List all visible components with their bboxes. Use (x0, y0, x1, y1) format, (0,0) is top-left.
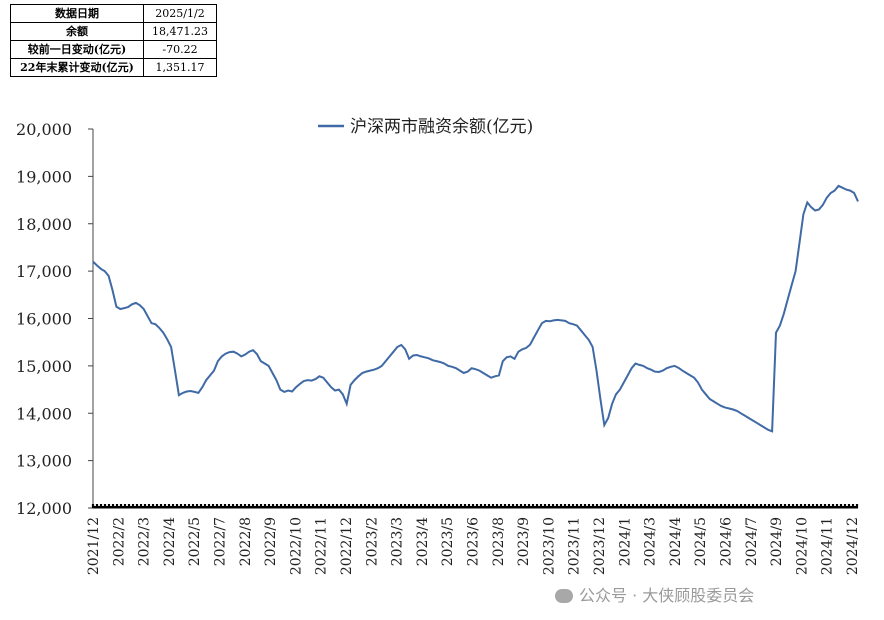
x-tick-label: 2024/3 (643, 517, 659, 566)
info-table: 数据日期 2025/1/2 余额 18,471.23 较前一日变动(亿元) -70.22 2… (10, 4, 217, 77)
y-tick-label: 12,000 (16, 499, 72, 518)
x-tick-label: 2024/12 (845, 517, 861, 575)
x-tick-label: 2023/11 (567, 517, 583, 575)
x-tick-label: 2022/5 (187, 517, 203, 566)
y-tick-label: 18,000 (16, 215, 72, 234)
info-label: 较前一日变动(亿元) (10, 40, 144, 59)
y-tick-label: 17,000 (16, 262, 72, 281)
series-line (92, 184, 859, 433)
legend: 沪深两市融资余额(亿元) (318, 117, 533, 137)
x-tick-label: 2022/9 (263, 517, 279, 566)
x-tick-label: 2024/11 (820, 517, 836, 575)
x-tick-label: 2024/6 (719, 517, 735, 566)
x-tick-label: 2024/9 (769, 517, 785, 566)
y-tick-label: 16,000 (16, 310, 72, 329)
x-tick-label: 2023/6 (466, 517, 482, 566)
y-axis: 12,000 13,000 14,000 15,000 16,000 17,000 18,0… (16, 120, 94, 518)
y-tick-label: 14,000 (16, 404, 72, 423)
x-tick-label: 2023/9 (516, 517, 532, 566)
y-tick-label: 13,000 (16, 452, 72, 471)
wechat-icon (555, 589, 573, 603)
x-tick-label: 2023/5 (440, 517, 456, 566)
info-row: 22年末累计变动(亿元) 1,351.17 (10, 58, 217, 77)
x-tick-label: 2022/3 (137, 517, 153, 566)
x-tick-label: 2022/4 (162, 517, 178, 566)
watermark: 公众号 · 大侠顾股委员会 (555, 582, 754, 606)
x-tick-label: 2023/10 (541, 517, 557, 575)
x-tick-label: 2024/4 (668, 517, 684, 566)
x-tick-label: 2023/8 (491, 517, 507, 566)
x-tick-label: 2023/4 (415, 517, 431, 566)
info-row: 较前一日变动(亿元) -70.22 (10, 40, 217, 59)
x-tick-label: 2022/12 (339, 517, 355, 575)
x-tick-label: 2022/8 (238, 517, 254, 566)
x-tick-label: 2021/12 (86, 517, 102, 575)
y-tick-label: 15,000 (16, 357, 72, 376)
watermark-text: 公众号 · 大侠顾股委员会 (579, 586, 755, 605)
x-axis: 2021/12 2022/2 2022/3 2022/4 2022/5 2022/7 202… (86, 504, 861, 575)
x-tick-label: 2024/10 (794, 517, 810, 575)
y-tick-label: 20,000 (16, 120, 72, 139)
x-tick-label: 2023/3 (390, 517, 406, 566)
x-tick-label: 2022/7 (213, 517, 229, 566)
x-axis-line (93, 506, 858, 509)
x-tick-label: 2023/2 (364, 517, 380, 566)
x-tick-label: 2022/10 (288, 517, 304, 575)
x-tick-label: 2022/11 (314, 517, 330, 575)
x-tick-label: 2024/7 (744, 517, 760, 566)
x-tick-label: 2023/12 (592, 517, 608, 575)
x-tick-label: 2024/5 (693, 517, 709, 566)
y-tick-label: 19,000 (16, 167, 72, 186)
x-tick-label: 2022/2 (111, 517, 127, 566)
x-tick-label: 2024/1 (617, 517, 633, 566)
legend-label: 沪深两市融资余额(亿元) (350, 117, 533, 137)
info-value: 1,351.17 (143, 58, 217, 77)
info-label: 22年末累计变动(亿元) (10, 58, 144, 77)
